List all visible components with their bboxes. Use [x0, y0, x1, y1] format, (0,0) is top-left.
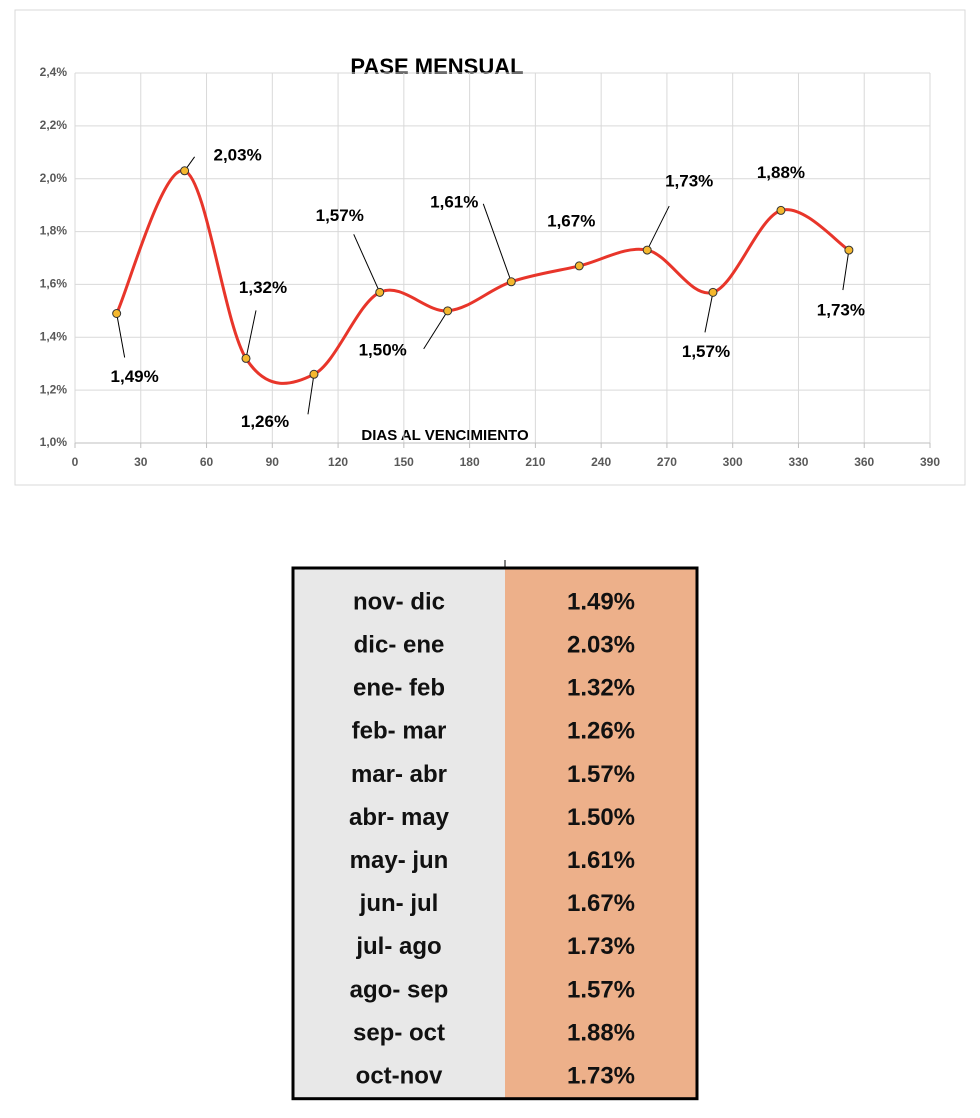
x-axis-title: DIAS AL VENCIMIENTO: [361, 427, 529, 444]
x-tick-label: 0: [72, 455, 79, 469]
table-cell: sep- oct: [353, 1019, 445, 1046]
table-cell: dic- ene: [354, 631, 445, 658]
table-cell: mar- abr: [351, 761, 447, 788]
table-cell: ene- feb: [353, 675, 445, 702]
data-label: 1,73%: [665, 172, 713, 191]
leader-line: [423, 310, 449, 350]
x-tick-label: 150: [394, 455, 414, 469]
table-border: [291, 566, 699, 1101]
data-label: 1,67%: [547, 211, 595, 230]
table-cell: 1.88%: [567, 1019, 635, 1046]
x-tick-label: 270: [657, 455, 677, 469]
table-cell: 1.26%: [567, 718, 635, 745]
table-cell: feb- mar: [352, 718, 447, 745]
leader-line: [646, 205, 670, 251]
y-tick-label: 1,0%: [40, 435, 68, 449]
table-cell: 1.67%: [567, 890, 635, 917]
table-col-right: [505, 568, 697, 1099]
table-cell: 2.03%: [567, 631, 635, 658]
y-tick-label: 1,4%: [40, 329, 68, 343]
y-tick-label: 1,8%: [40, 224, 68, 238]
marker: [506, 277, 516, 287]
table-cell: may- jun: [350, 847, 449, 874]
table-cell: jun- jul: [359, 890, 439, 917]
data-label: 1,61%: [430, 192, 478, 211]
y-tick-label: 2,4%: [40, 65, 68, 79]
leader-line: [842, 249, 850, 291]
marker: [443, 306, 453, 316]
table-cell: nov- dic: [353, 588, 445, 615]
x-tick-label: 120: [328, 455, 348, 469]
data-label: 1,50%: [359, 340, 407, 359]
table-cell: 1.32%: [567, 675, 635, 702]
data-label: 1,32%: [239, 278, 287, 297]
x-tick-label: 60: [200, 455, 214, 469]
x-tick-label: 30: [134, 455, 148, 469]
marker: [642, 245, 652, 255]
leader-line: [245, 310, 257, 359]
y-tick-label: 2,0%: [40, 171, 68, 185]
data-label: 1,88%: [757, 163, 805, 182]
table-cell: jul- ago: [355, 933, 441, 960]
marker: [844, 245, 854, 255]
table-cell: 1.73%: [567, 1062, 635, 1089]
x-tick-label: 90: [266, 455, 280, 469]
leader-line: [116, 313, 126, 358]
marker: [776, 205, 786, 215]
x-tick-label: 360: [854, 455, 874, 469]
marker: [574, 261, 584, 271]
table-cell: 1.73%: [567, 933, 635, 960]
y-tick-label: 1,6%: [40, 277, 68, 291]
y-tick-label: 1,2%: [40, 382, 68, 396]
data-label: 1,49%: [111, 367, 159, 386]
table-cell: 1.49%: [567, 588, 635, 615]
marker: [375, 287, 385, 297]
data-label: 1,73%: [817, 301, 865, 320]
table-cell: 1.57%: [567, 976, 635, 1003]
table-cell: 1.50%: [567, 804, 635, 831]
marker: [241, 353, 251, 363]
chart-frame: [14, 9, 966, 486]
data-label: 1,26%: [241, 412, 289, 431]
table-cell: abr- may: [349, 804, 450, 831]
data-label: 2,03%: [214, 145, 262, 164]
x-tick-label: 180: [460, 455, 480, 469]
marker: [180, 166, 190, 176]
x-tick-label: 240: [591, 455, 611, 469]
x-tick-label: 330: [788, 455, 808, 469]
data-label: 1,57%: [682, 342, 730, 361]
leader-line: [307, 374, 315, 415]
x-tick-label: 300: [723, 455, 743, 469]
x-tick-label: 210: [525, 455, 545, 469]
leader-line: [482, 203, 512, 282]
leader-line: [704, 292, 714, 333]
x-tick-label: 390: [920, 455, 940, 469]
table-col-left: [293, 568, 505, 1099]
leader-line: [353, 234, 381, 293]
data-label: 1,57%: [316, 206, 364, 225]
table-cell: oct-nov: [356, 1062, 443, 1089]
table-cell: 1.57%: [567, 761, 635, 788]
table-cell: 1.61%: [567, 847, 635, 874]
y-tick-label: 2,2%: [40, 118, 68, 132]
chart-title: PASE MENSUAL: [350, 54, 523, 79]
table-cell: ago- sep: [350, 976, 449, 1003]
marker: [708, 287, 718, 297]
marker: [309, 369, 319, 379]
marker: [112, 309, 122, 318]
